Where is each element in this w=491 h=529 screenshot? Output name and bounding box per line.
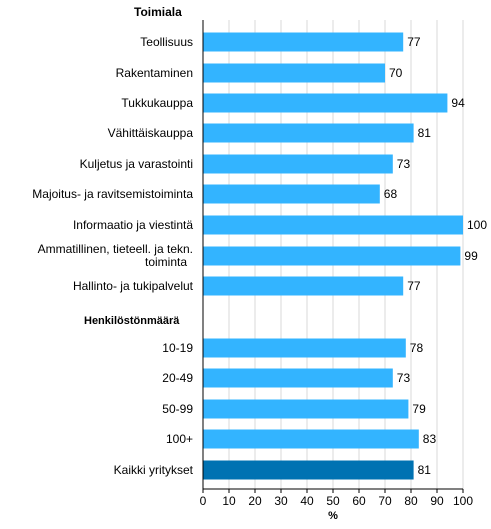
data-label: 83 — [423, 432, 437, 446]
data-label: 68 — [384, 187, 398, 201]
x-tick-label: 100 — [453, 494, 473, 508]
group-title: Henkilöstönmäärä — [84, 315, 180, 327]
x-tick-label: 90 — [430, 494, 444, 508]
data-label: 81 — [418, 463, 432, 477]
category-label: Ammatillinen, tieteell. ja tekn. toiminta — [38, 242, 193, 269]
category-label: Majoitus- ja ravitsemistoiminta — [32, 187, 193, 201]
x-tick-label: 0 — [200, 494, 207, 508]
category-label: Kaikki yritykset — [114, 463, 194, 477]
bar — [203, 399, 409, 419]
category-label: Rakentaminen — [116, 66, 193, 80]
category-labels: Toimiala Teollisuus Rakentaminen Tukkukaupp… — [32, 5, 193, 477]
data-label: 77 — [407, 35, 421, 49]
data-label: 70 — [389, 66, 403, 80]
data-label: 77 — [407, 279, 421, 293]
group-title: Toimiala — [134, 5, 182, 19]
bar — [203, 215, 463, 235]
data-label: 81 — [418, 126, 432, 140]
data-label: 79 — [412, 402, 426, 416]
bar — [203, 460, 414, 480]
bar — [203, 368, 393, 388]
bars: 77 70 94 81 73 68 100 99 77 78 73 79 83 81 — [203, 32, 487, 480]
x-axis: 0 10 20 30 40 50 60 70 80 90 100% — [200, 20, 473, 522]
category-label: Hallinto- ja tukipalvelut — [73, 279, 194, 293]
x-tick-label: 50 — [326, 494, 340, 508]
bar — [203, 338, 406, 358]
data-label: 73 — [397, 371, 411, 385]
x-tick-label: 80 — [404, 494, 418, 508]
bar — [203, 32, 404, 52]
x-tick-label: 40 — [300, 494, 314, 508]
bar — [203, 429, 419, 449]
data-label: 100 — [467, 218, 487, 232]
bar — [203, 246, 461, 266]
category-label: Kuljetus ja varastointi — [80, 157, 193, 171]
x-tick-label: 60 — [352, 494, 366, 508]
category-label: 100+ — [166, 432, 193, 446]
data-label: 99 — [464, 249, 478, 263]
category-label: Teollisuus — [140, 35, 193, 49]
category-label: 10-19 — [162, 341, 193, 355]
x-axis-title: % — [328, 510, 338, 522]
bar — [203, 276, 404, 296]
data-label: 73 — [397, 157, 411, 171]
bar — [203, 154, 393, 174]
category-label: Tukkukauppa — [121, 96, 193, 110]
x-tick-label: 10 — [222, 494, 236, 508]
x-tick-label: 70 — [378, 494, 392, 508]
category-label: 50-99 — [162, 402, 193, 416]
bar — [203, 123, 414, 143]
bar — [203, 93, 448, 113]
bar — [203, 184, 380, 204]
category-label: Informaatio ja viestintä — [73, 218, 193, 232]
bar — [203, 63, 385, 83]
x-tick-label: 30 — [274, 494, 288, 508]
category-label: 20-49 — [162, 371, 193, 385]
data-label: 78 — [410, 341, 424, 355]
x-tick-label: 20 — [248, 494, 262, 508]
category-label: Vähittäiskauppa — [108, 126, 194, 140]
data-label: 94 — [451, 96, 465, 110]
